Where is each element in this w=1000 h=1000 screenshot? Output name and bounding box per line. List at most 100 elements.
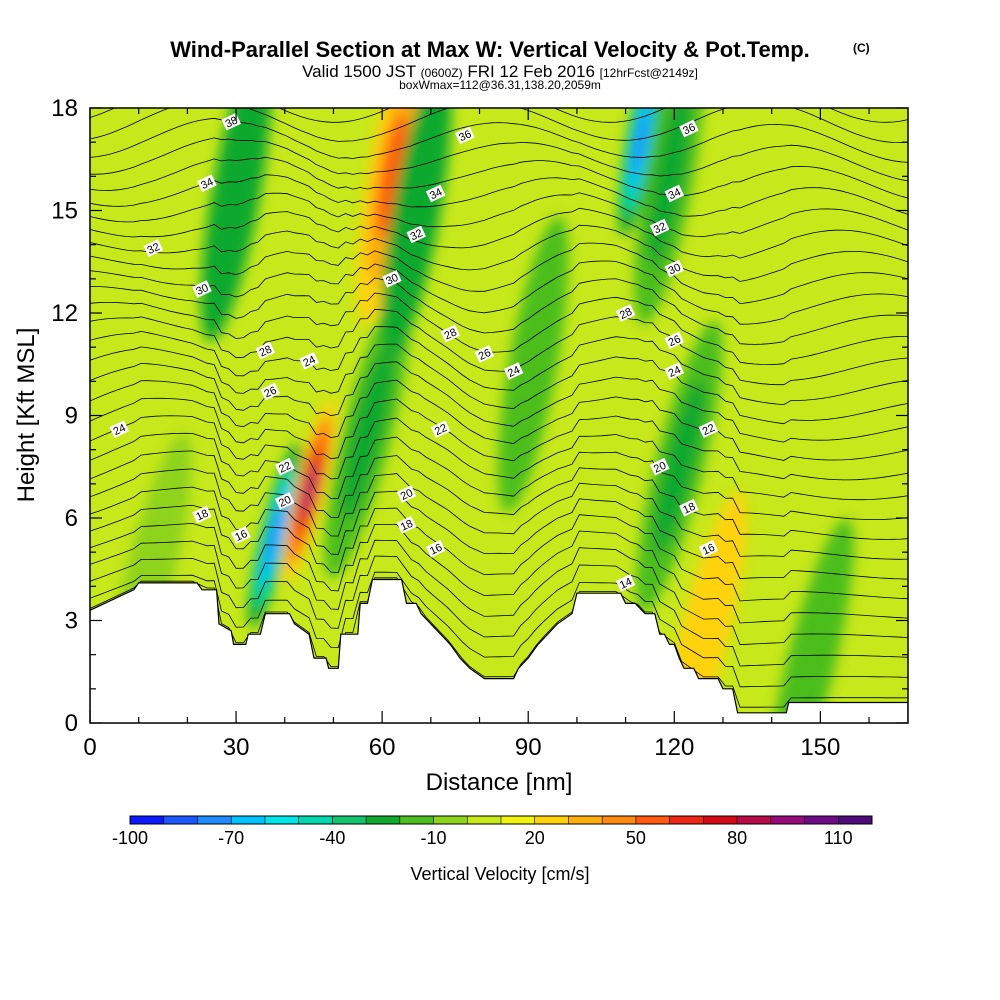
contour-label-bg: [425, 184, 446, 203]
axis-ticks: [89, 107, 908, 724]
colorbar-swatch: [298, 816, 333, 824]
subtitle-utc: (0600Z): [421, 66, 463, 80]
contour-label-group: 34: [425, 184, 446, 203]
contour-label-group: 34: [664, 184, 685, 202]
colorbar-swatch: [568, 816, 603, 824]
contour-label-group: 18: [192, 505, 212, 524]
colorbar-swatch: [163, 816, 198, 824]
isentrope-20: [90, 415, 908, 501]
contour-label-group: 18: [396, 516, 417, 534]
y-tick-label: 3: [65, 608, 78, 635]
contour-label-bg: [503, 362, 524, 380]
contour-label-bg: [406, 225, 427, 244]
colorbar-tick-label: 110: [824, 828, 853, 848]
contour-label-group: 16: [698, 539, 719, 558]
isentrope-33: [90, 192, 908, 238]
contour-label: 34: [428, 186, 444, 202]
isentrope-27: [90, 292, 908, 366]
contour-label-group: 30: [664, 259, 685, 278]
terrain-profile: [90, 578, 908, 723]
contour-label: 30: [194, 282, 210, 298]
contour-label-bg: [192, 280, 212, 298]
isentrope-13: [90, 539, 908, 646]
isentrope-35: [90, 156, 908, 199]
colorbar-tick-label: 80: [727, 828, 747, 848]
contour-label: 16: [701, 542, 717, 558]
isentrope-36: [90, 137, 908, 182]
contour-label-group: 32: [406, 225, 427, 244]
isentrope-29: [90, 260, 908, 325]
colorbar-swatch: [130, 816, 165, 824]
w-feature-9-level-1: [648, 108, 691, 266]
potential-temperature-contours: [90, 91, 908, 708]
contour-label-bg: [425, 539, 446, 558]
colorbar-tick-label: -10: [421, 828, 447, 848]
contour-label: 20: [399, 487, 415, 503]
w-feature-7-level-0: [497, 216, 569, 513]
isentrope-16: [90, 486, 908, 580]
colorbar-tick-label: -100: [112, 828, 148, 848]
isentrope-28: [90, 277, 908, 345]
y-tick-label: 18: [51, 95, 78, 122]
contour-label-group: 28: [255, 341, 276, 360]
contour-label-group: 18: [679, 498, 699, 517]
contour-label-bg: [260, 382, 280, 401]
contour-label-group: 20: [396, 485, 417, 503]
isentrope-31: [90, 224, 908, 282]
chart-title: Wind-Parallel Section at Max W: Vertical…: [170, 37, 810, 62]
contour-label: 36: [681, 121, 697, 137]
contour-label-group: 16: [425, 539, 446, 558]
w-feature-8-level-3: [633, 110, 648, 174]
colorbar-swatch: [838, 816, 873, 824]
y-axis-label: Height [Kft MSL]: [13, 328, 40, 503]
contour-label: 28: [258, 343, 274, 359]
colorbar-swatch: [399, 816, 435, 824]
w-feature-3-level-4: [301, 465, 317, 516]
colorbar-tick-label: -40: [319, 828, 345, 848]
x-tick-labels: 0 30 60 90 120 150: [83, 734, 840, 761]
contour-label-group: 20: [274, 492, 295, 510]
contour-label: 36: [457, 128, 473, 144]
contour-label-group: 20: [649, 457, 670, 476]
isentrope-40: [90, 91, 908, 101]
colorbar-swatch: [501, 816, 536, 824]
colorbar-swatch: [197, 816, 232, 824]
contour-label: 16: [233, 528, 249, 544]
colorbar-swatch: [635, 816, 671, 824]
y-tick-labels: 0 3 6 9 12 15 18: [51, 95, 78, 737]
contour-label-bg: [109, 420, 130, 438]
subtitle-date: FRI 12 Feb 2016: [467, 62, 595, 81]
contour-label-group: 22: [274, 457, 295, 476]
contour-label: 24: [112, 422, 128, 438]
colorbar-tick-label: -70: [218, 828, 244, 848]
contour-label-group: 14: [615, 574, 636, 592]
w-feature-10-level-1: [653, 379, 706, 555]
y-tick-label: 0: [65, 710, 78, 737]
contour-label-bg: [649, 457, 670, 476]
isentrope-15: [90, 504, 908, 602]
contour-label-group: 22: [430, 420, 451, 438]
contour-label: 20: [652, 460, 668, 476]
isentrope-30: [90, 242, 908, 305]
isentrope-17: [90, 468, 908, 560]
isentrope-24: [90, 343, 908, 425]
contour-label: 34: [667, 186, 683, 202]
contour-label-bg: [430, 420, 451, 438]
isentrope-10: [90, 577, 908, 708]
isentrope-26: [90, 308, 908, 386]
contour-label-group: 28: [615, 304, 636, 322]
contour-label-bg: [192, 505, 212, 524]
contour-label: 28: [618, 306, 634, 322]
contour-label: 24: [301, 354, 317, 370]
contour-label-bg: [143, 239, 164, 257]
isentrope-18: [90, 450, 908, 540]
y-tick-label: 6: [65, 505, 78, 532]
colorbar-tick-label: 50: [626, 828, 646, 848]
contour-label-group: 16: [231, 526, 251, 544]
contour-label-group: 22: [698, 420, 719, 438]
colorbar-swatch: [332, 816, 367, 824]
contour-label: 26: [262, 384, 278, 400]
isentrope-11: [90, 571, 908, 688]
